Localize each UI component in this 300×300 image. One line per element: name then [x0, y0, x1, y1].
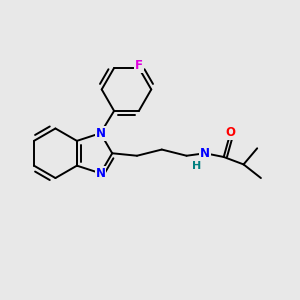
Text: F: F	[135, 59, 143, 72]
Text: N: N	[95, 127, 106, 140]
Text: N: N	[200, 147, 210, 160]
Text: H: H	[192, 161, 201, 171]
Text: O: O	[225, 126, 235, 139]
Text: N: N	[95, 167, 106, 180]
